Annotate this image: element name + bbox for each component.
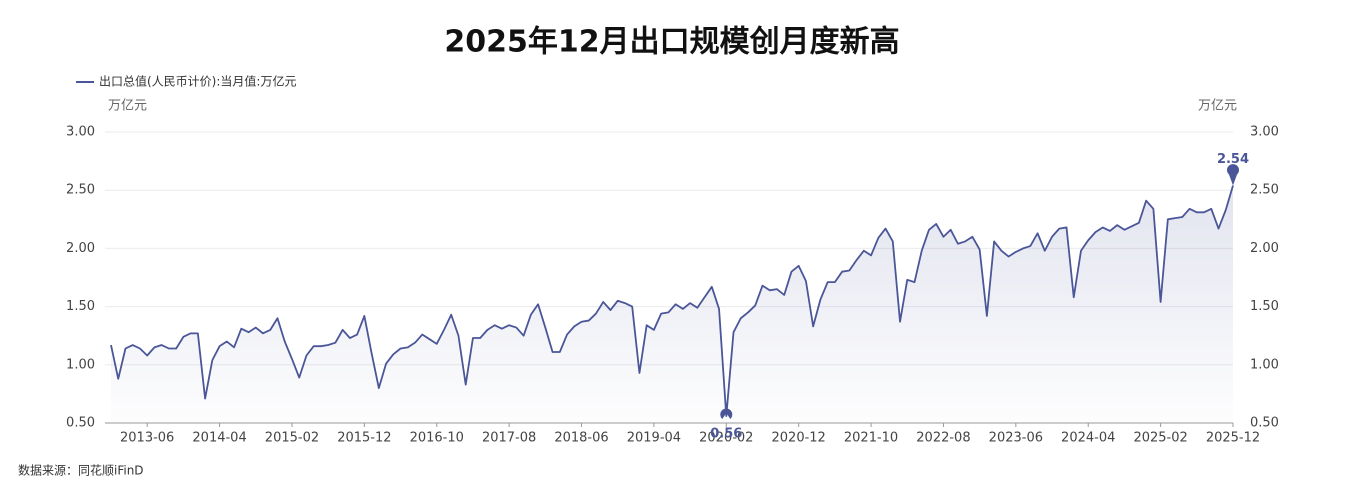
y2-tick-label: 2.50	[1250, 183, 1279, 198]
source-note: 数据来源：同花顺iFinD	[18, 463, 144, 478]
extreme-label: 2.54	[1217, 152, 1249, 167]
y2-tick-label: 2.00	[1250, 241, 1279, 256]
x-tick-label: 2015-02	[265, 431, 319, 446]
x-tick-label: 2024-04	[1061, 431, 1115, 446]
series-area	[111, 185, 1233, 423]
x-tick-label: 2018-06	[554, 431, 608, 446]
extreme-label: 0.56	[710, 427, 742, 442]
y-tick-label: 0.50	[66, 416, 95, 431]
legend-label: 出口总值(人民币计价):当月值:万亿元	[99, 74, 296, 89]
x-tick-label: 2025-12	[1206, 431, 1260, 446]
x-tick-label: 2022-08	[916, 431, 970, 446]
y2-tick-label: 1.00	[1250, 357, 1279, 372]
x-tick-label: 2025-02	[1133, 431, 1187, 446]
y2-tick-label: 1.50	[1250, 299, 1279, 314]
extreme-marker	[720, 408, 733, 420]
chart-title: 2025年12月出口规模创月度新高	[444, 25, 899, 60]
x-tick-label: 2023-06	[989, 431, 1043, 446]
y2-tick-label: 3.00	[1250, 125, 1279, 140]
series-line	[110, 185, 1234, 417]
y-tick-label: 2.50	[66, 183, 95, 198]
y-tick-label: 3.00	[66, 125, 95, 140]
x-tick-label: 2020-12	[772, 431, 826, 446]
x-tick-label: 2019-04	[627, 431, 681, 446]
x-tick-label: 2017-08	[482, 431, 536, 446]
y2-axis-label: 万亿元	[1198, 99, 1237, 114]
y-tick-label: 1.50	[66, 299, 95, 314]
x-tick-label: 2013-06	[120, 431, 174, 446]
y-tick-label: 1.00	[66, 357, 95, 372]
y2-tick-label: 0.50	[1250, 416, 1279, 431]
y-axis-label: 万亿元	[108, 99, 147, 114]
x-tick-label: 2015-12	[337, 431, 391, 446]
x-tick-label: 2014-04	[192, 431, 246, 446]
x-tick-label: 2016-10	[410, 431, 464, 446]
x-tick-label: 2021-10	[844, 431, 898, 446]
x-tick-label: 2020-02	[699, 431, 753, 446]
extreme-marker	[1227, 164, 1240, 186]
y-tick-label: 2.00	[66, 241, 95, 256]
